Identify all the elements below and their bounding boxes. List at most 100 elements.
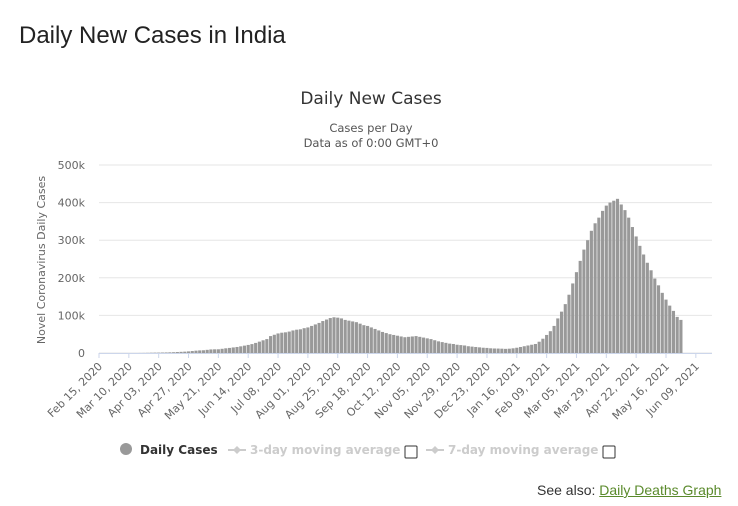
bar — [530, 344, 534, 353]
legend-label-3-day: 3-day moving average — [250, 443, 400, 457]
bar — [477, 347, 482, 353]
bar — [656, 285, 661, 353]
bar — [615, 198, 620, 353]
bar — [448, 343, 452, 353]
bar — [302, 328, 306, 353]
bar — [190, 351, 194, 353]
bar — [380, 331, 385, 353]
bar — [504, 348, 508, 353]
bar — [295, 329, 299, 353]
bar — [474, 346, 478, 353]
bar — [522, 346, 526, 353]
bar — [660, 292, 664, 353]
bar — [265, 339, 269, 353]
legend-label-7-day: 7-day moving average — [448, 443, 598, 457]
bar — [425, 338, 429, 353]
bar — [183, 351, 187, 353]
bar — [369, 327, 373, 353]
bar — [250, 344, 254, 353]
bar — [339, 318, 344, 353]
bars — [138, 198, 683, 353]
bar — [481, 347, 485, 353]
bar — [205, 349, 209, 353]
bar — [459, 345, 463, 353]
bar — [231, 347, 235, 353]
bar — [436, 341, 441, 353]
bar — [410, 336, 414, 353]
bar — [291, 330, 295, 353]
bar — [403, 337, 407, 353]
bar — [541, 338, 545, 353]
bar — [172, 352, 176, 353]
bar — [261, 340, 265, 353]
bar — [638, 245, 642, 353]
bar — [324, 319, 329, 353]
bar — [354, 322, 358, 353]
bar — [388, 334, 392, 353]
bar — [201, 350, 206, 353]
bar — [537, 341, 541, 353]
bar — [216, 349, 220, 353]
bar — [336, 317, 340, 353]
legend-item-3-day-ma[interactable]: 3-day moving average — [228, 443, 400, 457]
bar — [399, 336, 403, 353]
bar — [649, 270, 653, 353]
chart: Daily New Cases Cases per Day Data as of… — [35, 89, 712, 459]
bar — [608, 202, 612, 353]
bar — [198, 350, 202, 353]
bar — [634, 236, 638, 353]
bar — [358, 323, 362, 353]
daily-deaths-graph-link[interactable]: Daily Deaths Graph — [599, 482, 722, 498]
legend-marker-daily-icon — [120, 443, 132, 455]
checkbox-3-day[interactable] — [404, 445, 418, 459]
bar — [272, 334, 276, 353]
bar — [168, 352, 172, 353]
bar — [623, 210, 627, 353]
bar — [306, 327, 310, 353]
legend-label-daily: Daily Cases — [140, 443, 218, 457]
bar — [332, 317, 336, 353]
bar — [597, 217, 601, 353]
bar — [586, 240, 590, 353]
bar — [298, 329, 302, 353]
bar — [179, 351, 183, 353]
bar — [347, 320, 351, 353]
bar — [515, 347, 519, 353]
bar — [567, 294, 571, 353]
bar — [470, 346, 474, 353]
bar — [455, 344, 459, 353]
bar — [269, 336, 273, 353]
bar — [224, 348, 228, 353]
bar — [559, 311, 564, 353]
bar — [545, 334, 549, 353]
bar — [254, 342, 258, 353]
bar — [664, 299, 668, 353]
bar — [511, 348, 515, 353]
bar — [418, 336, 422, 353]
chart-subtitle-line1: Cases per Day — [329, 121, 412, 135]
bar — [619, 204, 623, 353]
bar — [574, 272, 579, 353]
legend-item-daily-cases[interactable]: Daily Cases — [120, 443, 218, 457]
y-tick-label: 100k — [58, 309, 86, 322]
see-also: See also: Daily Deaths Graph — [537, 482, 721, 498]
chart-subtitle-line2: Data as of 0:00 GMT+0 — [304, 136, 439, 150]
bar — [421, 337, 426, 353]
bar — [351, 321, 355, 353]
bar — [571, 283, 575, 353]
checkbox-7-day[interactable] — [602, 445, 616, 459]
bar — [317, 322, 321, 353]
bar — [414, 336, 418, 353]
bar — [679, 319, 683, 353]
bar — [451, 343, 455, 353]
legend-diamond-7-day-icon — [431, 446, 439, 454]
chart-title: Daily New Cases — [300, 89, 442, 109]
bar — [645, 262, 649, 353]
bar — [489, 348, 493, 353]
bar — [444, 342, 448, 353]
y-axis-label: Novel Coronavirus Daily Cases — [35, 176, 48, 344]
bar — [507, 348, 511, 353]
bar — [642, 254, 646, 353]
legend-item-7-day-ma[interactable]: 7-day moving average — [426, 443, 598, 457]
bar — [395, 335, 399, 353]
